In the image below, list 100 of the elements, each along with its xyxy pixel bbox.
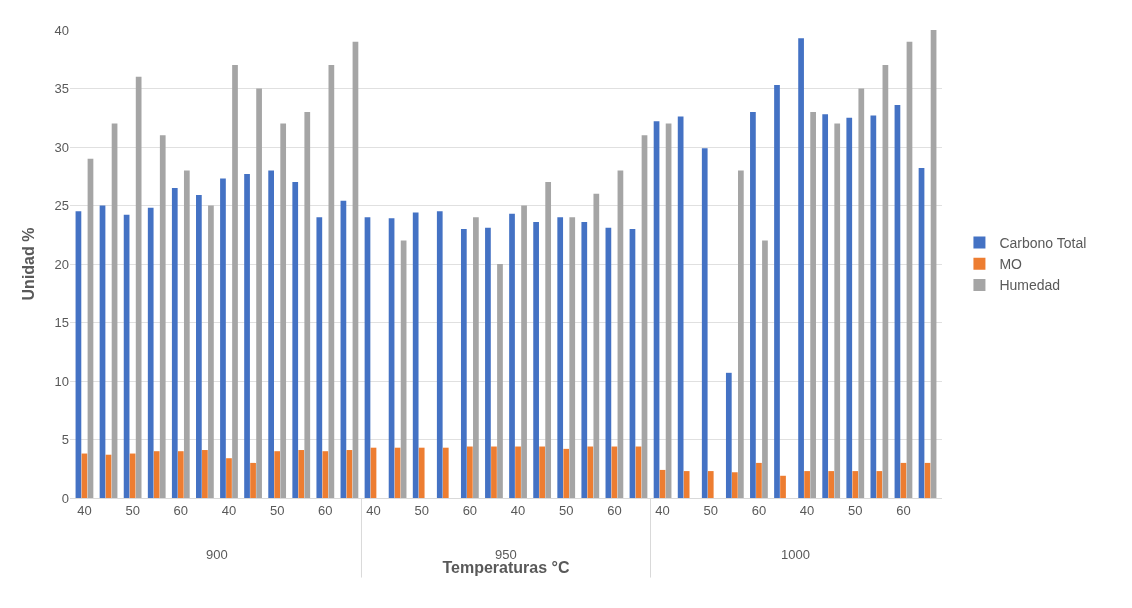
bar bbox=[762, 240, 768, 498]
bar bbox=[250, 462, 256, 498]
bar bbox=[159, 135, 166, 498]
legend-label: Carbono Total bbox=[999, 235, 1087, 252]
bar bbox=[846, 117, 853, 498]
bar bbox=[701, 148, 708, 498]
bar bbox=[569, 217, 576, 498]
x-tick-label: 40 bbox=[366, 502, 381, 518]
bar bbox=[232, 65, 238, 498]
y-tick-label: 25 bbox=[54, 198, 69, 214]
x-tick-label: 40 bbox=[221, 502, 237, 518]
bar bbox=[298, 450, 305, 498]
bar bbox=[725, 372, 732, 498]
bar bbox=[135, 76, 142, 498]
bar bbox=[322, 451, 329, 498]
bar bbox=[798, 38, 804, 498]
bar bbox=[491, 446, 497, 498]
bar bbox=[280, 123, 287, 498]
bar bbox=[196, 194, 202, 498]
y-tick-label: 5 bbox=[61, 432, 69, 448]
bar bbox=[208, 205, 214, 498]
x-tick-label: 40 bbox=[655, 502, 670, 518]
x-tick-label: 40 bbox=[799, 502, 815, 518]
x-tick-label: 50 bbox=[269, 502, 285, 518]
bar bbox=[442, 447, 449, 498]
bar bbox=[870, 115, 877, 498]
bar bbox=[473, 217, 479, 498]
bar bbox=[177, 451, 184, 498]
x-tick-label: 50 bbox=[703, 502, 718, 518]
x-tick-label: 60 bbox=[173, 502, 189, 518]
bar bbox=[545, 182, 552, 498]
bar bbox=[852, 471, 859, 498]
y-tick-label: 40 bbox=[54, 22, 69, 38]
bar bbox=[436, 211, 443, 498]
x-tick-label: 40 bbox=[510, 502, 526, 518]
x-tick-label: 40 bbox=[77, 502, 92, 518]
bar bbox=[292, 182, 299, 498]
bar bbox=[593, 193, 600, 498]
bar bbox=[304, 111, 311, 498]
bar bbox=[539, 446, 545, 498]
bar bbox=[460, 228, 467, 498]
bar bbox=[202, 450, 208, 498]
bar bbox=[256, 88, 262, 498]
x-tick-label: 60 bbox=[751, 502, 767, 518]
bar bbox=[834, 123, 841, 498]
x-tick-label: 50 bbox=[414, 502, 429, 518]
bar bbox=[750, 111, 756, 498]
y-tick-label: 15 bbox=[54, 315, 69, 331]
bar bbox=[804, 471, 810, 498]
x-tick-label: 60 bbox=[896, 502, 911, 518]
x-tick-label: 50 bbox=[558, 502, 574, 518]
text: 950 bbox=[495, 547, 517, 562]
bar bbox=[707, 471, 714, 498]
bar bbox=[683, 471, 690, 498]
x-tick-label: 60 bbox=[318, 502, 333, 518]
bar bbox=[563, 448, 570, 498]
bar bbox=[822, 114, 829, 498]
legend-label: MO bbox=[999, 256, 1023, 273]
x-axis-title: Temperaturas °C bbox=[442, 559, 570, 577]
bar bbox=[557, 217, 564, 498]
bar bbox=[533, 221, 539, 498]
bar bbox=[858, 88, 865, 498]
bar bbox=[418, 447, 425, 498]
bar bbox=[183, 170, 190, 498]
bar bbox=[316, 217, 323, 498]
legend-label: Humedad bbox=[999, 277, 1061, 294]
y-tick-label: 20 bbox=[54, 256, 69, 272]
y-tick-label: 35 bbox=[54, 81, 69, 97]
y-tick-label: 0 bbox=[61, 490, 69, 506]
bar bbox=[828, 471, 835, 498]
bar bbox=[171, 187, 178, 498]
bar bbox=[738, 170, 744, 498]
bar bbox=[268, 170, 274, 498]
bar bbox=[810, 111, 816, 498]
x-tick-label: 50 bbox=[125, 502, 140, 518]
bar bbox=[153, 451, 160, 498]
y-tick-label: 10 bbox=[54, 373, 69, 389]
x-tick-label: 60 bbox=[462, 502, 478, 518]
bar bbox=[731, 472, 738, 498]
bar bbox=[467, 446, 473, 498]
bar bbox=[774, 84, 780, 498]
bar bbox=[515, 446, 521, 498]
bar bbox=[226, 458, 232, 498]
bar bbox=[509, 213, 515, 498]
bar bbox=[485, 227, 491, 498]
x-tick-label: 50 bbox=[848, 502, 863, 518]
bar bbox=[244, 173, 250, 498]
bar bbox=[521, 205, 527, 498]
x-tick-label: 60 bbox=[607, 502, 622, 518]
text: 1000 bbox=[781, 547, 810, 562]
bar bbox=[274, 451, 281, 498]
bar bbox=[780, 475, 786, 498]
y-tick-label: 30 bbox=[54, 139, 69, 155]
bar bbox=[220, 178, 226, 498]
bar bbox=[412, 212, 419, 498]
bar bbox=[581, 221, 588, 498]
bar bbox=[497, 264, 503, 498]
bar bbox=[147, 207, 154, 498]
bar bbox=[677, 116, 684, 498]
text: 900 bbox=[206, 547, 228, 562]
